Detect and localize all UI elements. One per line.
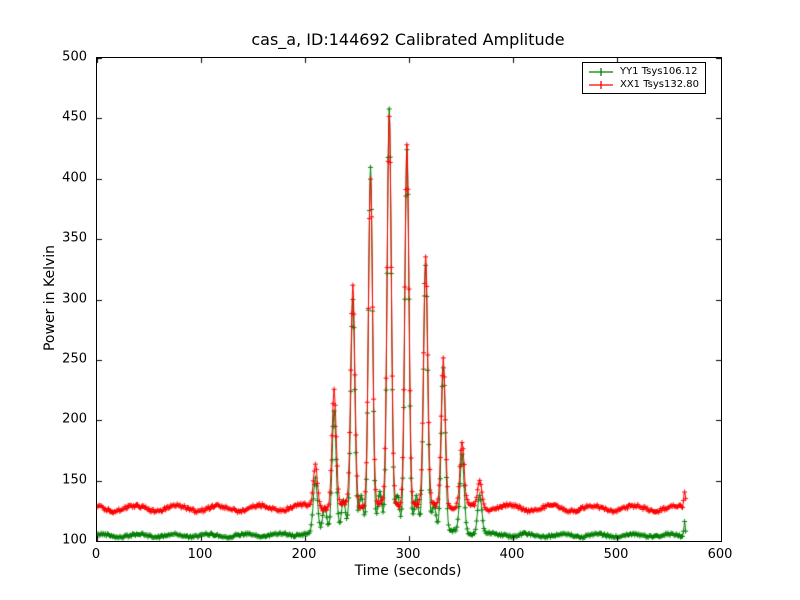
x-tick-label: 300 bbox=[395, 547, 421, 562]
x-tick-label: 600 bbox=[707, 547, 733, 562]
y-tick-label: 500 bbox=[62, 49, 87, 65]
plot-area: YY1 Tsys106.12 XX1 Tsys132.80 bbox=[96, 57, 722, 542]
legend-label-xx1: XX1 Tsys132.80 bbox=[619, 79, 699, 90]
y-tick-label: 300 bbox=[62, 291, 87, 306]
legend-line-plus-icon bbox=[588, 67, 613, 76]
chart-title: cas_a, ID:144692 Calibrated Amplitude bbox=[251, 30, 565, 49]
y-tick-label: 250 bbox=[62, 351, 87, 367]
legend-item-yy1: YY1 Tsys106.12 bbox=[587, 65, 699, 78]
x-tick-label: 200 bbox=[291, 547, 317, 562]
x-tick-label: 0 bbox=[91, 547, 101, 562]
y-tick-label: 200 bbox=[62, 411, 87, 427]
y-tick-label: 400 bbox=[62, 170, 87, 186]
plot-canvas bbox=[97, 58, 721, 541]
x-tick-label: 100 bbox=[187, 547, 213, 562]
y-tick-label: 450 bbox=[62, 109, 87, 125]
y-axis-label: Power in Kelvin bbox=[42, 244, 58, 352]
legend-line-plus-icon bbox=[588, 80, 613, 89]
legend: YY1 Tsys106.12 XX1 Tsys132.80 bbox=[581, 62, 706, 94]
y-tick-label: 100 bbox=[62, 532, 87, 548]
legend-label-yy1: YY1 Tsys106.12 bbox=[619, 66, 698, 77]
x-axis-label: Time (seconds) bbox=[354, 563, 462, 579]
x-tick-label: 500 bbox=[603, 547, 629, 562]
y-tick-label: 150 bbox=[62, 472, 87, 488]
legend-item-xx1: XX1 Tsys132.80 bbox=[587, 78, 699, 91]
y-tick-label: 350 bbox=[62, 230, 87, 246]
x-tick-label: 400 bbox=[499, 547, 525, 562]
